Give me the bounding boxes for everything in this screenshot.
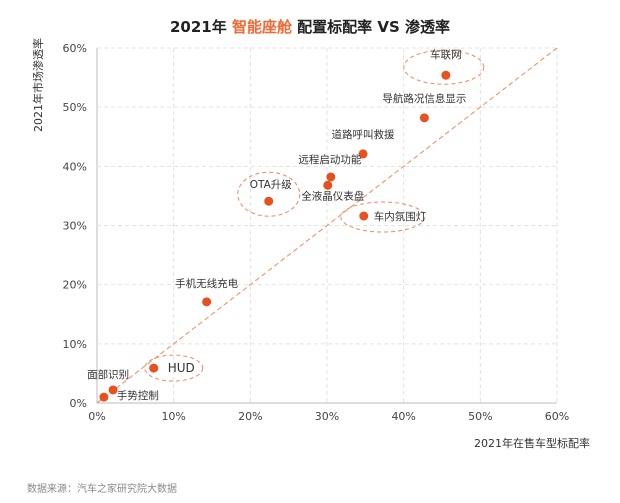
data-point — [359, 211, 369, 221]
data-label: 导航路况信息显示 — [382, 92, 466, 105]
data-label: OTA升级 — [250, 179, 293, 191]
y-tick-label: 40% — [63, 160, 87, 173]
source-note: 数据来源：汽车之家研究院大数据 — [27, 482, 177, 495]
y-axis-label: 2021年市场渗透率 — [31, 38, 45, 132]
x-axis-label: 2021年在售车型标配率 — [474, 436, 590, 450]
x-tick-label: 10% — [161, 410, 185, 423]
data-point — [323, 180, 333, 190]
data-label: 车内氛围灯 — [374, 210, 427, 223]
y-tick-label: 50% — [63, 101, 87, 114]
highlight-ellipse — [237, 171, 301, 217]
data-point — [358, 149, 368, 159]
chart-title: 2021年 智能座舱 配置标配率 VS 渗透率 — [170, 18, 450, 36]
data-point — [202, 297, 212, 307]
data-label: 全液晶仪表盘 — [301, 189, 364, 202]
x-tick-label: 20% — [238, 410, 262, 423]
data-point — [264, 196, 274, 206]
highlight-ellipse — [340, 201, 426, 233]
highlight-ellipse — [144, 354, 204, 382]
data-label: 远程启动功能 — [298, 153, 361, 166]
data-point — [108, 385, 118, 395]
y-tick-label: 60% — [63, 42, 87, 55]
reference-line-y-equals-x — [96, 47, 558, 404]
y-tick-label: 30% — [63, 220, 87, 233]
data-point — [419, 113, 429, 123]
x-tick-label: 40% — [391, 410, 415, 423]
x-tick-label: 50% — [468, 410, 492, 423]
data-label: 面部识别 — [87, 368, 129, 381]
data-point — [326, 172, 336, 182]
x-tick-label: 30% — [315, 410, 339, 423]
data-label: 车联网 — [430, 48, 462, 61]
y-tick-label: 10% — [63, 338, 87, 351]
data-label: 手势控制 — [117, 389, 159, 402]
data-point — [149, 363, 159, 373]
x-tick-label: 60% — [545, 410, 569, 423]
y-tick-label: 0% — [70, 397, 87, 410]
data-label: HUD — [168, 361, 195, 375]
highlight-ellipse — [403, 49, 485, 85]
data-point — [99, 392, 109, 402]
x-tick-label: 0% — [88, 410, 105, 423]
y-tick-label: 20% — [63, 279, 87, 292]
data-point — [441, 70, 451, 80]
data-label: 道路呼叫救援 — [332, 128, 395, 141]
data-label: 手机无线充电 — [175, 277, 238, 290]
